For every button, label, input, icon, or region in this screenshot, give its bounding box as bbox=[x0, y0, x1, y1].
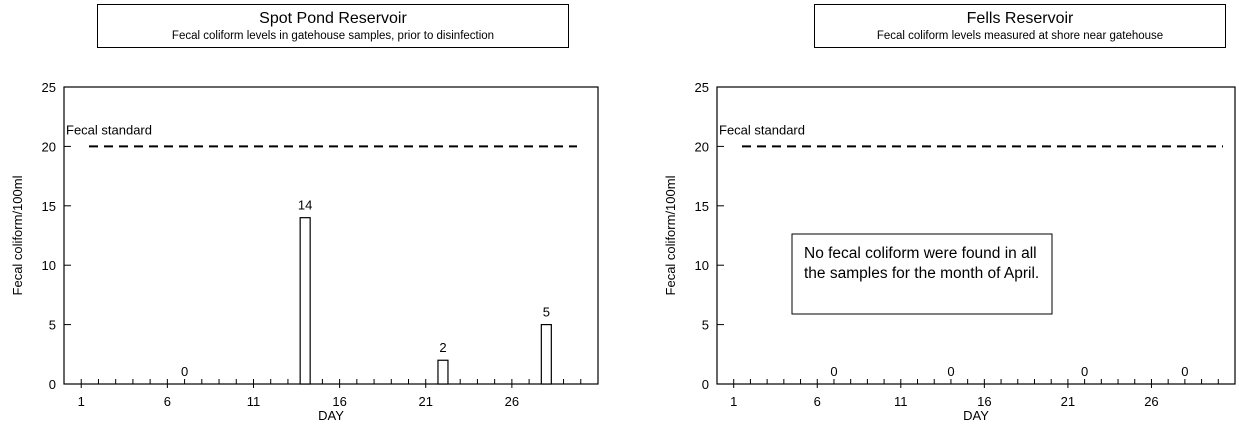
y-tick-label: 10 bbox=[42, 258, 56, 273]
data-label: 14 bbox=[298, 198, 312, 213]
fells-panel: Fells Reservoir Fecal coliform levels me… bbox=[620, 0, 1239, 437]
x-tick-label: 11 bbox=[894, 394, 908, 409]
data-label: 0 bbox=[1181, 364, 1188, 379]
note-text-line: No fecal coliform were found in all bbox=[804, 245, 1037, 262]
plot-frame bbox=[63, 86, 599, 385]
y-tick-label: 0 bbox=[49, 377, 56, 392]
y-axis-label: Fecal coliform/100ml bbox=[10, 175, 25, 295]
x-tick-label: 16 bbox=[977, 394, 991, 409]
y-tick-label: 0 bbox=[702, 377, 709, 392]
y-tick-label: 15 bbox=[42, 199, 56, 214]
spot-pond-panel: Spot Pond Reservoir Fecal coliform level… bbox=[10, 4, 599, 423]
data-label: 0 bbox=[1081, 364, 1088, 379]
y-tick-label: 25 bbox=[42, 80, 56, 95]
data-label: 5 bbox=[543, 305, 550, 320]
y-tick-label: 25 bbox=[695, 80, 709, 95]
fecal-standard-label: Fecal standard bbox=[66, 122, 152, 137]
x-tick-label: 11 bbox=[247, 394, 261, 409]
x-tick-label: 6 bbox=[164, 394, 171, 409]
bar bbox=[299, 217, 311, 385]
y-tick-label: 15 bbox=[695, 199, 709, 214]
y-tick-label: 20 bbox=[695, 139, 709, 154]
x-tick-label: 21 bbox=[1061, 394, 1075, 409]
x-tick-label: 1 bbox=[78, 394, 85, 409]
y-axis-label: Fecal coliform/100ml bbox=[663, 175, 678, 295]
x-tick-label: 16 bbox=[332, 394, 346, 409]
x-axis-label: DAY bbox=[963, 408, 989, 423]
x-tick-label: 26 bbox=[505, 394, 519, 409]
chart-title: Spot Pond Reservoir bbox=[259, 10, 407, 27]
y-tick-label: 5 bbox=[49, 318, 56, 333]
fecal-standard-label: Fecal standard bbox=[719, 122, 805, 137]
x-tick-label: 21 bbox=[419, 394, 433, 409]
note-text-line: the samples for the month of April. bbox=[804, 265, 1039, 282]
x-axis-label: DAY bbox=[318, 408, 344, 423]
note-box bbox=[791, 233, 1053, 315]
chart-title: Fells Reservoir bbox=[966, 10, 1074, 27]
note-text: No fecal coliform were found in all the s… bbox=[804, 245, 1039, 282]
x-tick-label: 26 bbox=[1144, 394, 1158, 409]
data-label: 0 bbox=[181, 364, 188, 379]
chart-title-box: Spot Pond Reservoir Fecal coliform level… bbox=[97, 4, 569, 48]
x-tick-label: 1 bbox=[730, 394, 737, 409]
data-label: 0 bbox=[947, 364, 954, 379]
y-tick-label: 20 bbox=[42, 139, 56, 154]
bar bbox=[540, 324, 552, 385]
plot-frame bbox=[716, 86, 1236, 385]
chart-title-box: Fells Reservoir Fecal coliform levels me… bbox=[814, 4, 1226, 48]
x-tick-label: 6 bbox=[814, 394, 821, 409]
y-tick-label: 10 bbox=[695, 258, 709, 273]
data-label: 2 bbox=[439, 340, 446, 355]
chart-subtitle: Fecal coliform levels measured at shore … bbox=[876, 30, 1164, 42]
chart-subtitle: Fecal coliform levels in gatehouse sampl… bbox=[171, 30, 495, 42]
y-tick-label: 5 bbox=[702, 318, 709, 333]
data-label: 0 bbox=[830, 364, 837, 379]
bar bbox=[437, 359, 449, 385]
